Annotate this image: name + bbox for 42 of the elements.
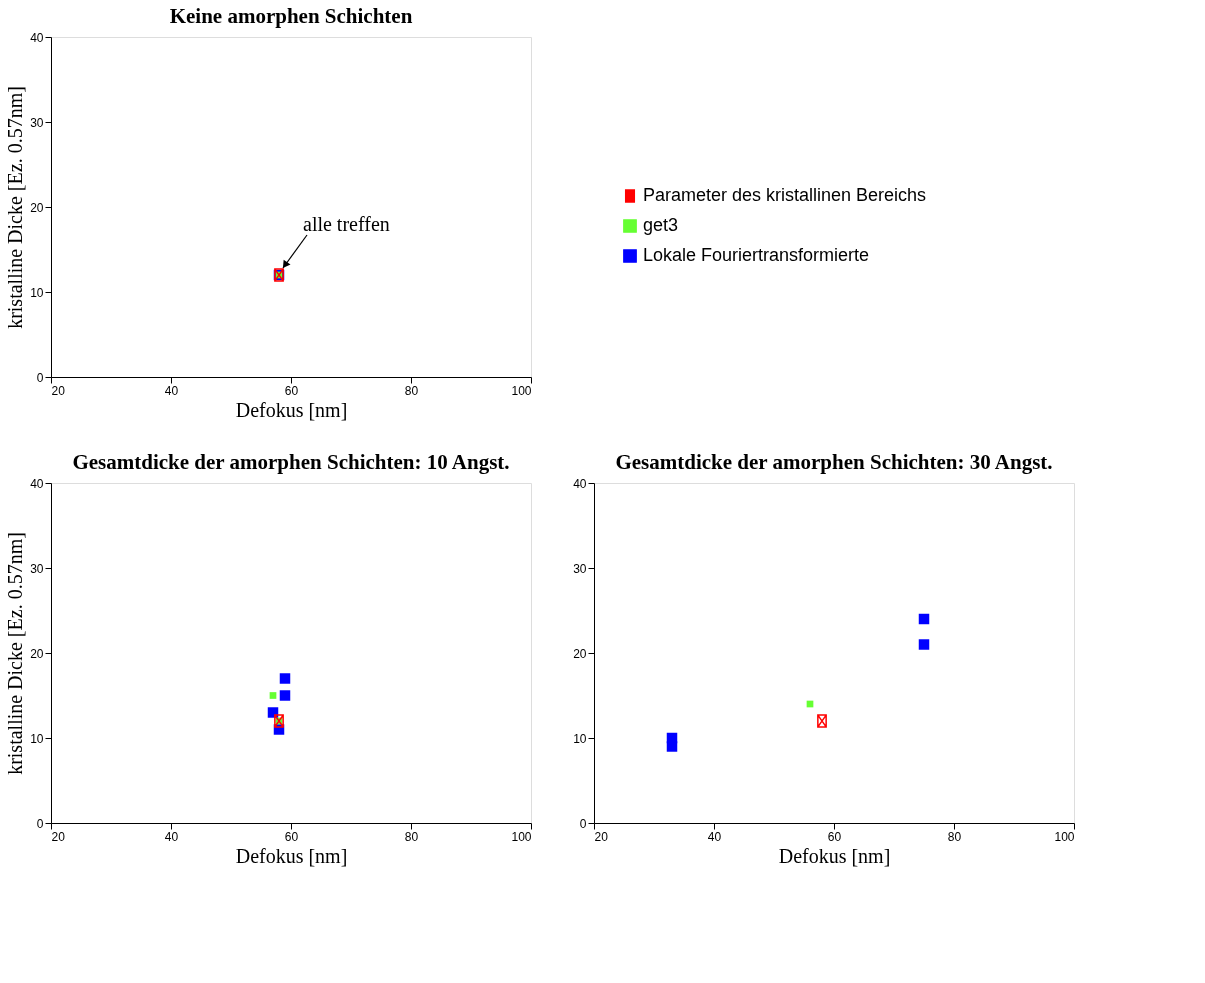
chart-title: Gesamtdicke der amorphen Schichten: 10 Angst.	[72, 450, 510, 474]
x-axis-title: Defokus [nm]	[778, 844, 891, 867]
y-tick-label: 0	[579, 816, 587, 831]
y-tick-label: 10	[30, 285, 44, 300]
y-tick-label: 10	[573, 731, 587, 746]
x-tick-label: 80	[404, 383, 419, 398]
y-axis-title: kristalline Dicke [Ez. 0.57nm]	[4, 86, 27, 329]
legend-label: get3	[643, 215, 679, 235]
x-tick-label: 20	[594, 829, 609, 844]
x-tick-label: 40	[164, 383, 179, 398]
chart-title: Gesamtdicke der amorphen Schichten: 30 Angst.	[615, 450, 1053, 474]
y-axis-title: kristalline Dicke [Ez. 0.57nm]	[4, 532, 27, 775]
x-axis-title: Defokus [nm]	[235, 844, 348, 867]
x-tick-label: 80	[947, 829, 962, 844]
x-tick-label: 40	[707, 829, 722, 844]
y-tick-label: 20	[30, 200, 44, 215]
x-axis-title: Defokus [nm]	[235, 398, 348, 421]
y-tick-label: 40	[30, 30, 44, 45]
x-tick-label: 20	[51, 829, 66, 844]
y-tick-label: 20	[30, 646, 44, 661]
x-tick-label: 100	[511, 383, 532, 398]
x-tick-label: 100	[1054, 829, 1075, 844]
annotation: alle treffen	[303, 213, 390, 235]
y-tick-label: 0	[36, 816, 44, 831]
chart-title: Keine amorphen Schichten	[169, 4, 413, 28]
x-tick-label: 60	[284, 829, 299, 844]
y-tick-label: 10	[30, 731, 44, 746]
x-tick-label: 60	[827, 829, 842, 844]
y-tick-label: 30	[573, 561, 587, 576]
y-tick-label: 30	[30, 561, 44, 576]
x-tick-label: 100	[511, 829, 532, 844]
x-tick-label: 40	[164, 829, 179, 844]
y-tick-label: 40	[30, 476, 44, 491]
y-tick-label: 0	[36, 370, 44, 385]
legend-label: Parameter des kristallinen Bereichs	[643, 185, 927, 205]
y-tick-label: 30	[30, 115, 44, 130]
x-tick-label: 20	[51, 383, 66, 398]
x-tick-label: 80	[404, 829, 419, 844]
legend-label: Lokale Fouriertransformierte	[643, 245, 870, 265]
y-tick-label: 40	[573, 476, 587, 491]
x-tick-label: 60	[284, 383, 299, 398]
y-tick-label: 20	[573, 646, 587, 661]
